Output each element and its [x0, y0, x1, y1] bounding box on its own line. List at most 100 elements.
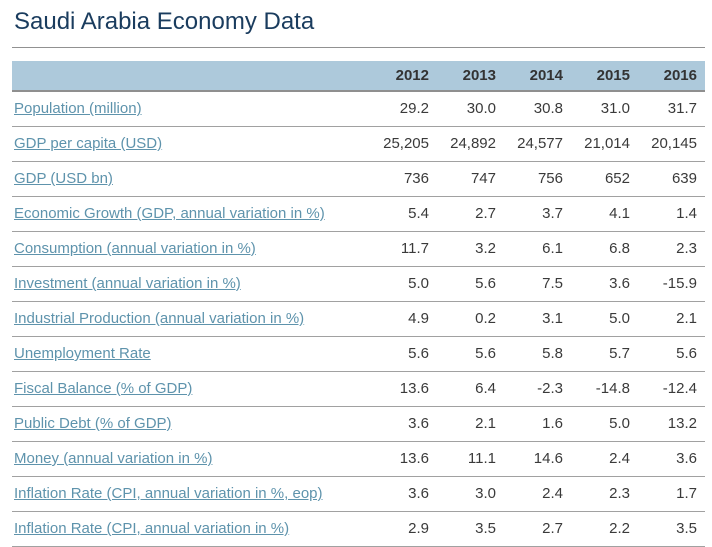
indicator-cell: Population (million)	[12, 91, 370, 127]
indicator-link[interactable]: GDP (USD bn)	[14, 170, 113, 187]
table-row: Investment (annual variation in %) 5.0 5.6…	[12, 266, 705, 302]
indicator-cell: Inflation Rate (CPI, annual variation in…	[12, 476, 370, 512]
indicator-cell: Industrial Production (annual variation …	[12, 301, 370, 337]
value-cell: 5.6	[370, 336, 437, 372]
indicator-link[interactable]: Inflation Rate (CPI, annual variation in…	[14, 485, 323, 502]
indicator-link[interactable]: Money (annual variation in %)	[14, 450, 213, 467]
table-row: Inflation Rate (CPI, annual variation in…	[12, 476, 705, 512]
indicator-cell: Public Debt (% of GDP)	[12, 406, 370, 442]
title-divider	[12, 47, 705, 48]
indicator-cell: Unemployment Rate	[12, 336, 370, 372]
value-cell: 0.2	[437, 301, 504, 337]
table-row: Money (annual variation in %) 13.6 11.1 14.…	[12, 441, 705, 477]
value-cell: 2.1	[437, 406, 504, 442]
economy-data-table: 2012 2013 2014 2015 2016 Population (million…	[12, 61, 705, 547]
indicator-link[interactable]: Unemployment Rate	[14, 345, 151, 362]
value-cell: 3.6	[571, 266, 638, 302]
indicator-link[interactable]: Inflation Rate (CPI, annual variation in…	[14, 520, 290, 537]
value-cell: 30.0	[437, 91, 504, 127]
table-header-row: 2012 2013 2014 2015 2016	[12, 61, 705, 92]
indicator-link[interactable]: Industrial Production (annual variation …	[14, 310, 305, 327]
value-cell: 6.8	[571, 231, 638, 267]
indicator-cell: Inflation Rate (CPI, annual variation in…	[12, 511, 370, 547]
value-cell: 639	[638, 161, 705, 197]
indicator-link[interactable]: Economic Growth (GDP, annual variation i…	[14, 205, 325, 222]
table-row: Population (million) 29.2 30.0 30.8 31.0 31.7	[12, 91, 705, 127]
value-cell: 1.6	[504, 406, 571, 442]
value-cell: 747	[437, 161, 504, 197]
value-cell: 2.2	[571, 511, 638, 547]
value-cell: 3.6	[370, 476, 437, 512]
value-cell: 2.4	[504, 476, 571, 512]
value-cell: 2.1	[638, 301, 705, 337]
value-cell: 5.6	[638, 336, 705, 372]
page-title: Saudi Arabia Economy Data	[14, 8, 315, 35]
value-cell: 1.4	[638, 196, 705, 232]
value-cell: 2.7	[504, 511, 571, 547]
indicator-link[interactable]: Consumption (annual variation in %)	[14, 240, 256, 257]
value-cell: -2.3	[504, 371, 571, 407]
table-row: Unemployment Rate 5.6 5.6 5.8 5.7 5.6	[12, 336, 705, 372]
value-cell: 31.0	[571, 91, 638, 127]
value-cell: 5.4	[370, 196, 437, 232]
table-body: Population (million) 29.2 30.0 30.8 31.0 31.7…	[12, 91, 705, 547]
value-cell: 736	[370, 161, 437, 197]
indicator-cell: Fiscal Balance (% of GDP)	[12, 371, 370, 407]
indicator-link[interactable]: GDP per capita (USD)	[14, 135, 163, 152]
value-cell: 3.5	[437, 511, 504, 547]
value-cell: 24,577	[504, 126, 571, 162]
value-cell: 6.1	[504, 231, 571, 267]
value-cell: 4.1	[571, 196, 638, 232]
value-cell: 11.1	[437, 441, 504, 477]
table-row: Consumption (annual variation in %) 11.7 3…	[12, 231, 705, 267]
value-cell: 29.2	[370, 91, 437, 127]
value-cell: -15.9	[638, 266, 705, 302]
value-cell: 14.6	[504, 441, 571, 477]
value-cell: 3.7	[504, 196, 571, 232]
indicator-cell: Economic Growth (GDP, annual variation i…	[12, 196, 370, 232]
value-cell: 756	[504, 161, 571, 197]
table-row: GDP (USD bn) 736 747 756 652 639	[12, 161, 705, 197]
indicator-cell: GDP per capita (USD)	[12, 126, 370, 162]
indicator-link[interactable]: Population (million)	[14, 100, 142, 118]
value-cell: 11.7	[370, 231, 437, 267]
value-cell: 5.6	[437, 266, 504, 302]
value-cell: 13.2	[638, 406, 705, 442]
indicator-link[interactable]: Investment (annual variation in %)	[14, 275, 241, 292]
value-cell: 3.5	[638, 511, 705, 547]
value-cell: 13.6	[370, 441, 437, 477]
value-cell: 6.4	[437, 371, 504, 407]
value-cell: 5.7	[571, 336, 638, 372]
year-header-cell: 2013	[437, 61, 504, 92]
indicator-cell: Investment (annual variation in %)	[12, 266, 370, 302]
value-cell: 5.8	[504, 336, 571, 372]
indicator-link[interactable]: Public Debt (% of GDP)	[14, 415, 172, 432]
year-header-cell: 2016	[638, 61, 705, 92]
value-cell: 5.0	[370, 266, 437, 302]
value-cell: 30.8	[504, 91, 571, 127]
value-cell: 3.1	[504, 301, 571, 337]
table-row: Fiscal Balance (% of GDP) 13.6 6.4 -2.3 -14.…	[12, 371, 705, 407]
value-cell: 25,205	[370, 126, 437, 162]
value-cell: 3.6	[638, 441, 705, 477]
year-header-cell: 2012	[370, 61, 437, 92]
table-row: Industrial Production (annual variation …	[12, 301, 705, 337]
indicator-header-cell	[12, 61, 370, 92]
year-header-cell: 2014	[504, 61, 571, 92]
value-cell: 21,014	[571, 126, 638, 162]
value-cell: 2.4	[571, 441, 638, 477]
value-cell: 3.6	[370, 406, 437, 442]
value-cell: 24,892	[437, 126, 504, 162]
indicator-cell: GDP (USD bn)	[12, 161, 370, 197]
value-cell: 13.6	[370, 371, 437, 407]
value-cell: 20,145	[638, 126, 705, 162]
value-cell: 2.3	[638, 231, 705, 267]
value-cell: 3.0	[437, 476, 504, 512]
value-cell: -14.8	[571, 371, 638, 407]
table-row: Public Debt (% of GDP) 3.6 2.1 1.6 5.0 13.2	[12, 406, 705, 442]
table-row: Economic Growth (GDP, annual variation i…	[12, 196, 705, 232]
indicator-cell: Money (annual variation in %)	[12, 441, 370, 477]
value-cell: 2.3	[571, 476, 638, 512]
value-cell: 5.0	[571, 301, 638, 337]
indicator-link[interactable]: Fiscal Balance (% of GDP)	[14, 380, 193, 397]
